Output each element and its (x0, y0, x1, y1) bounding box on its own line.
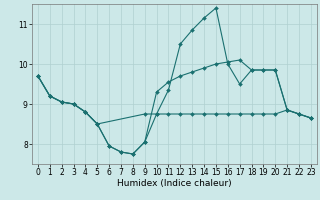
X-axis label: Humidex (Indice chaleur): Humidex (Indice chaleur) (117, 179, 232, 188)
